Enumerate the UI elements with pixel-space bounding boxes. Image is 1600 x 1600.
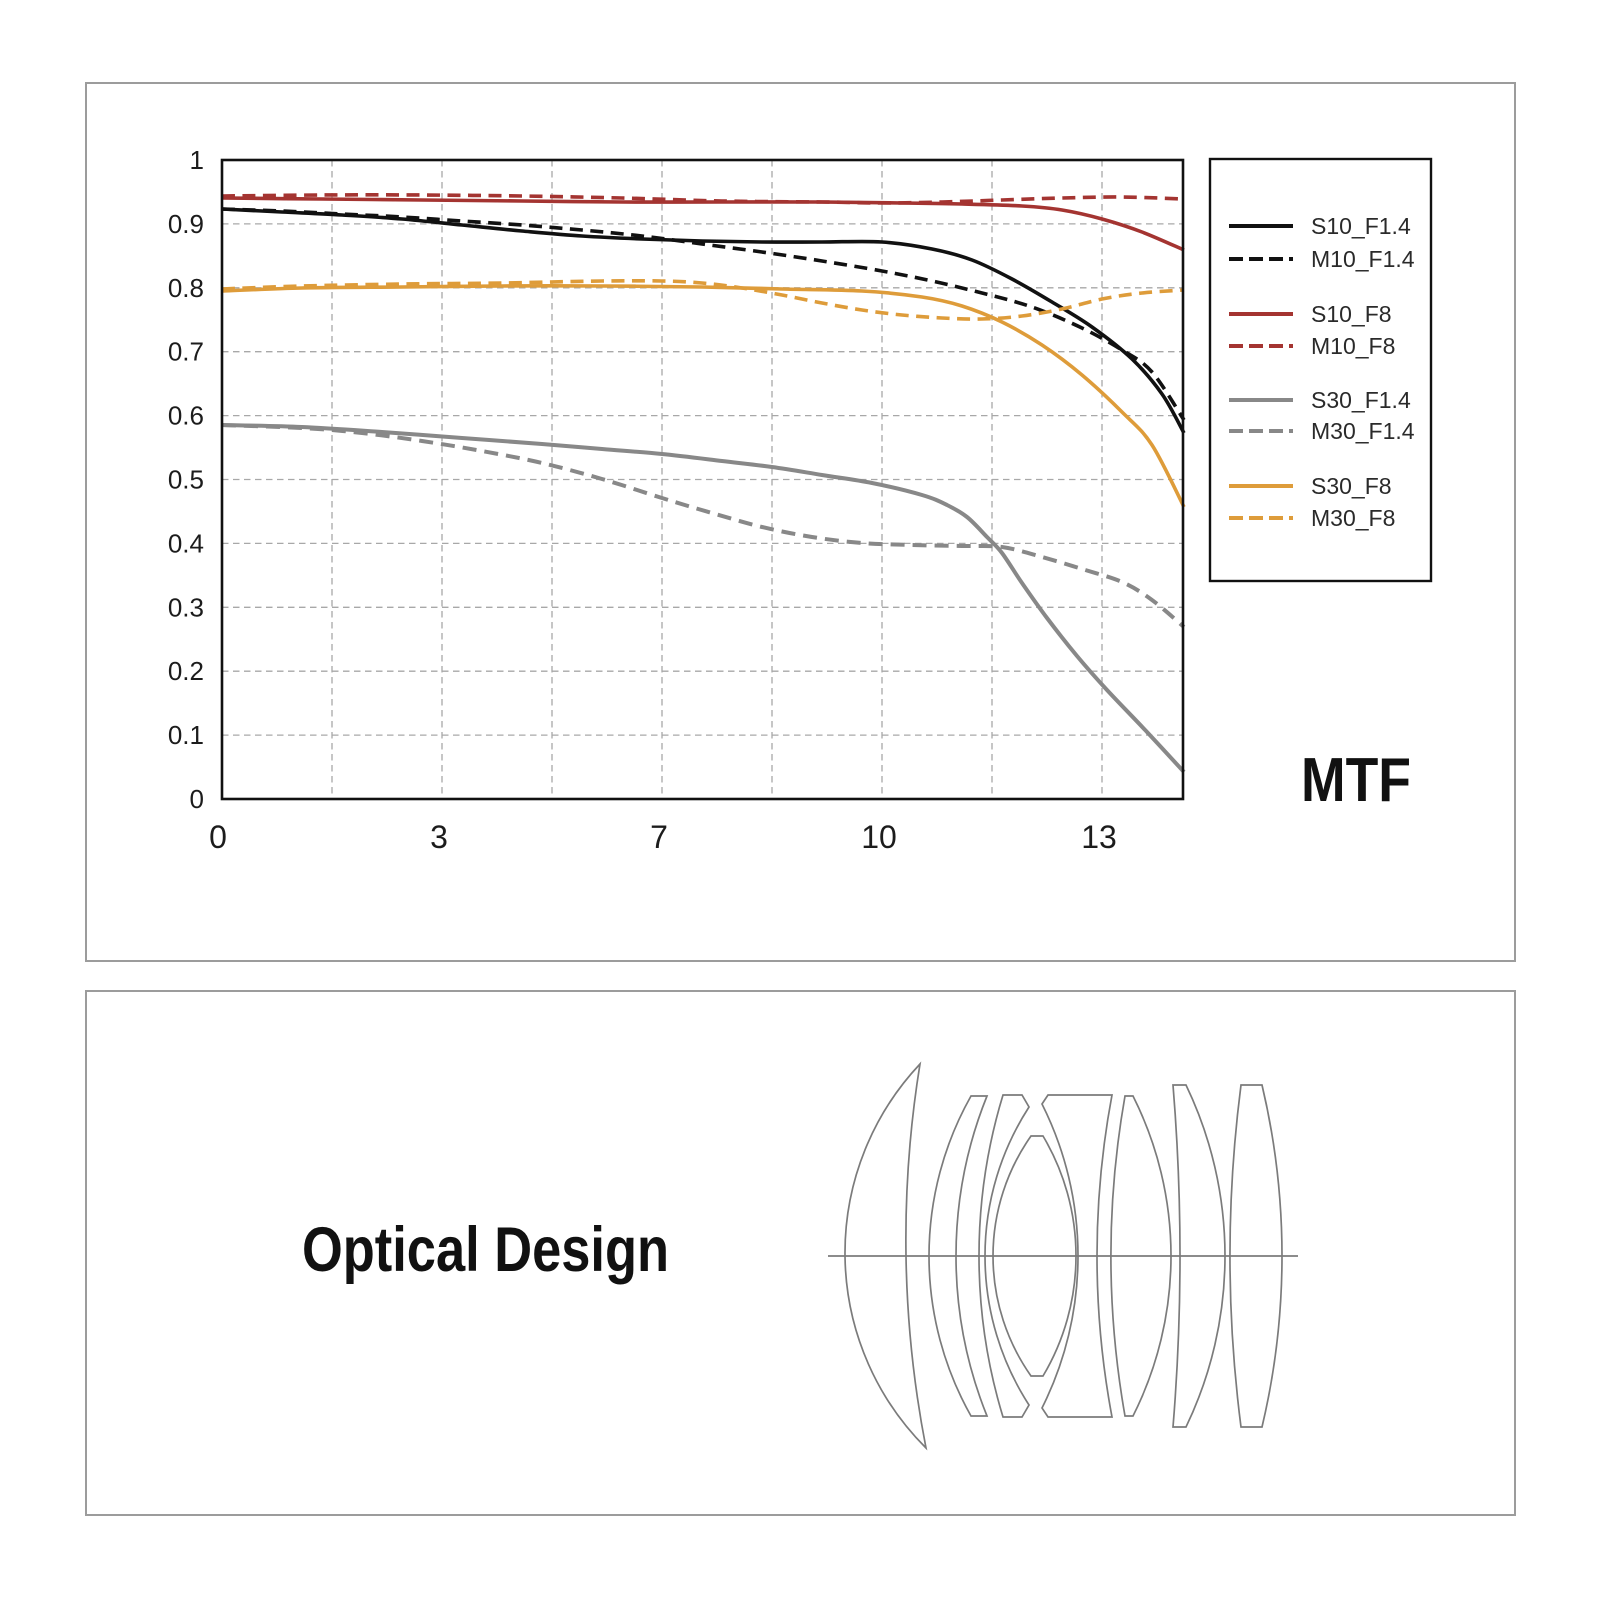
svg-text:0.6: 0.6 (168, 401, 204, 431)
svg-text:0.7: 0.7 (168, 337, 204, 367)
svg-text:13: 13 (1081, 819, 1117, 855)
svg-text:3: 3 (430, 819, 448, 855)
svg-text:M10_F8: M10_F8 (1311, 333, 1395, 359)
svg-text:0.2: 0.2 (168, 656, 204, 686)
svg-text:Optical Design: Optical Design (302, 1215, 669, 1285)
svg-text:M30_F8: M30_F8 (1311, 505, 1395, 531)
svg-text:0: 0 (190, 784, 204, 814)
svg-text:10: 10 (861, 819, 897, 855)
svg-text:0.1: 0.1 (168, 720, 204, 750)
svg-text:S30_F1.4: S30_F1.4 (1311, 387, 1411, 413)
svg-text:0.9: 0.9 (168, 209, 204, 239)
svg-text:1: 1 (190, 145, 204, 175)
svg-text:M30_F1.4: M30_F1.4 (1311, 418, 1415, 444)
svg-text:0.8: 0.8 (168, 273, 204, 303)
svg-text:MTF: MTF (1301, 746, 1411, 815)
svg-text:0.5: 0.5 (168, 465, 204, 495)
svg-text:0.4: 0.4 (168, 528, 204, 558)
svg-text:S10_F8: S10_F8 (1311, 301, 1392, 327)
svg-text:M10_F1.4: M10_F1.4 (1311, 246, 1415, 272)
svg-text:7: 7 (650, 819, 668, 855)
svg-text:0.3: 0.3 (168, 592, 204, 622)
svg-text:S30_F8: S30_F8 (1311, 473, 1392, 499)
svg-text:0: 0 (209, 819, 227, 855)
svg-text:S10_F1.4: S10_F1.4 (1311, 213, 1411, 239)
